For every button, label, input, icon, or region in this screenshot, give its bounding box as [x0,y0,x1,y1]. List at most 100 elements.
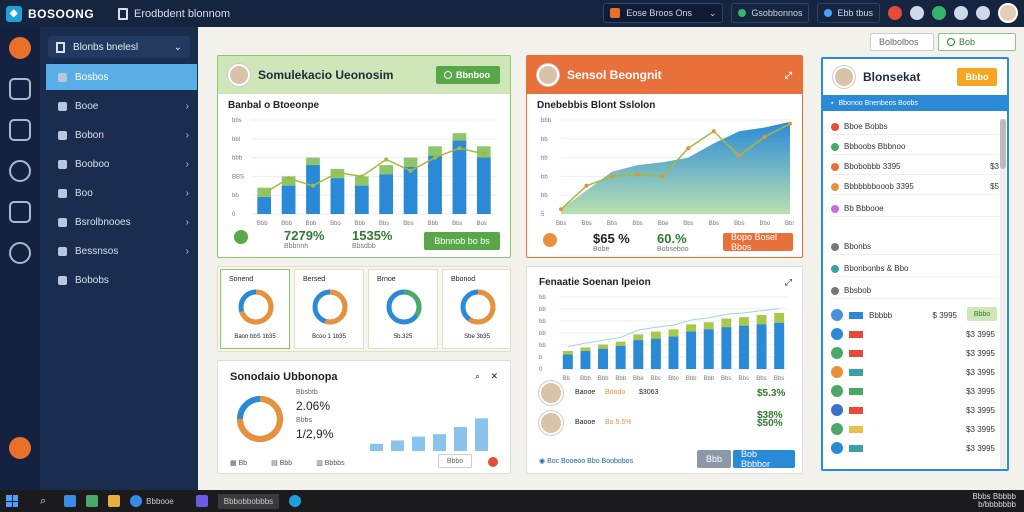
expand-icon[interactable]: ⤢ [784,69,792,80]
x-tick-label: Bbs [756,376,766,382]
bell-icon[interactable] [954,6,968,20]
app-icon[interactable] [195,495,208,507]
panel-action-button[interactable]: Bbbo [957,68,997,86]
card3-footer-button[interactable]: Bbbo [438,454,472,468]
footer-link[interactable]: ◉ Boc Booeoo Bbo Boobobos [539,457,633,465]
person-row[interactable]: Baooe Boodo $3063 $5.3% [539,381,789,407]
panel-row[interactable]: Bbbbb $ 3995 [831,307,1001,323]
search-icon[interactable]: ⌕ [474,371,480,381]
stat-value: 2.06% [296,399,331,413]
y-tick-label: BBS [232,174,244,180]
card2-cta-button[interactable]: Bopo Bosel Bbos [723,232,793,252]
sidebar-item-2[interactable]: Bobon › [46,122,197,148]
help-icon[interactable] [9,437,31,459]
panel-row[interactable]: $3 3995 [831,421,1001,437]
x-tick-label: Bbs [709,221,719,227]
home-icon[interactable] [9,37,31,59]
kpi-block-2: 1535% Bbsdbb [352,228,392,250]
start-icon[interactable] [6,495,18,507]
sidebar-item-0[interactable]: Bosbos [46,64,197,90]
bar [721,327,732,369]
panel-item-5[interactable]: Bbonbs [831,239,999,255]
panel-item-4[interactable]: Bb Bbbooe [831,201,999,217]
panel-row[interactable]: $3 3995 [831,364,1001,380]
y-tick-label: 5 [541,212,545,218]
card4-secondary-button[interactable]: Bbb [697,450,731,468]
simulation-action-button[interactable]: Bbnboo [436,66,500,84]
taskview-icon[interactable] [64,495,77,507]
notification-icon[interactable] [888,6,902,20]
taskbar-search-app[interactable]: Bbbooe [130,495,174,507]
footer-tab-3[interactable]: ▥ Bbbbs [316,459,344,467]
sidebar-item-1[interactable]: Booe › [46,93,197,119]
panel-row[interactable]: $3 3995 [831,345,1001,361]
panel-item-2[interactable]: Bbobobbb 3395 $3 [831,159,999,175]
panel-tab-bar[interactable]: ▪ Bbonoo Bnenbeos Boobs [823,95,1007,111]
chat-icon[interactable] [932,6,946,20]
system-tray[interactable]: Bbbs Bbbbb b/bbbbbbb [972,493,1016,509]
donut-segment [460,289,496,325]
edit-icon[interactable] [9,201,31,223]
panel-item-7[interactable]: Bbsbob [831,283,999,299]
row-avatar-icon [831,442,843,454]
camera-icon[interactable] [910,6,924,20]
panel-item-3[interactable]: Bbbbbbbooob 3395 $5 [831,179,999,195]
globe-icon[interactable] [9,242,31,264]
item-status-icon [831,122,839,131]
sidebar-item-4[interactable]: Boo › [46,180,197,206]
panel-row[interactable]: $3 3995 [831,402,1001,418]
explorer-icon[interactable] [86,495,99,507]
row-avatar-icon [831,309,843,321]
panel-scrollbar[interactable] [1000,119,1006,469]
kpi-value: 60.% [657,231,687,246]
panel-row[interactable]: $3 3995 [831,383,1001,399]
card1-cta-button[interactable]: Bbnnob bo bs [424,232,500,250]
bar [615,345,626,369]
panel-item-0[interactable]: Bboe Bobbs [831,119,999,135]
footer-tab-2[interactable]: ▤ Bbb [271,459,292,467]
files-icon[interactable] [9,119,31,141]
panel-item-6[interactable]: Bbonbonbs & Bbo [831,261,999,277]
summary-donut [237,396,283,442]
person-row[interactable]: Baooe Bo 5.5% $50% [539,411,789,437]
record-icon[interactable] [488,457,498,467]
workspace-select[interactable]: Eose Broos Ons ⌄ [603,3,724,23]
sidebar-item-7[interactable]: Bobobs [46,267,197,293]
panel-item-1[interactable]: Bbboobs Bbbnoo [831,139,999,155]
folder-icon[interactable] [108,495,121,507]
inbox-icon[interactable] [9,78,31,100]
donut-tile[interactable]: Bbonod Sbe 3b35 [442,269,510,349]
stat-label: Bbsbtb [296,389,318,396]
sidebar-item-3[interactable]: Booboo › [46,151,197,177]
card4-primary-button[interactable]: Bob Bbbbor [733,449,795,469]
bar [650,338,661,369]
footer-tab-1[interactable]: ▦ Bb [230,459,247,467]
panel-add-button[interactable]: Bbbo [967,307,997,321]
filter-button[interactable]: Bolbolbos [870,33,934,51]
search-icon[interactable]: ⌕ [40,494,47,507]
compass-icon[interactable] [9,160,31,182]
donut-tile[interactable]: Bersed Bcoo 1 1b35 [294,269,364,349]
sync-button[interactable]: Ebb tbus [817,3,880,23]
donut-chart [238,289,274,325]
add-button[interactable]: Bob [938,33,1016,51]
scrollbar-thumb[interactable] [1000,119,1006,169]
avatar[interactable] [998,3,1018,23]
edge-icon[interactable] [289,495,302,507]
sidebar-item-6[interactable]: Bessnsos › [46,238,197,264]
sidebar-item-5[interactable]: Bsrolbnooes › [46,209,197,235]
panel-row[interactable]: $3 3995 [831,326,1001,342]
panel-tab-label: Bbonoo Bnenbeos Boobs [838,99,918,107]
settings-icon[interactable] [976,6,990,20]
close-icon[interactable]: ✕ [490,371,498,381]
expand-icon[interactable]: ⤢ [784,277,792,287]
status-button[interactable]: Gsobbonnos [731,3,810,23]
sidebar-item-label: Bobobs [75,274,109,286]
taskbar-active-app[interactable]: Bbbobbobbbs [217,493,280,509]
bar [703,329,714,369]
panel-row[interactable]: $3 3995 [831,440,1001,456]
sidebar-header[interactable]: Blonbs bnelesl ⌄ [48,36,190,58]
donut-tile[interactable]: Brnoe 5b.325 [368,269,438,349]
brand[interactable]: ◆ BOSOONG [0,0,118,27]
donut-tile[interactable]: Sonend Baon bbS 1b35 [220,269,290,349]
